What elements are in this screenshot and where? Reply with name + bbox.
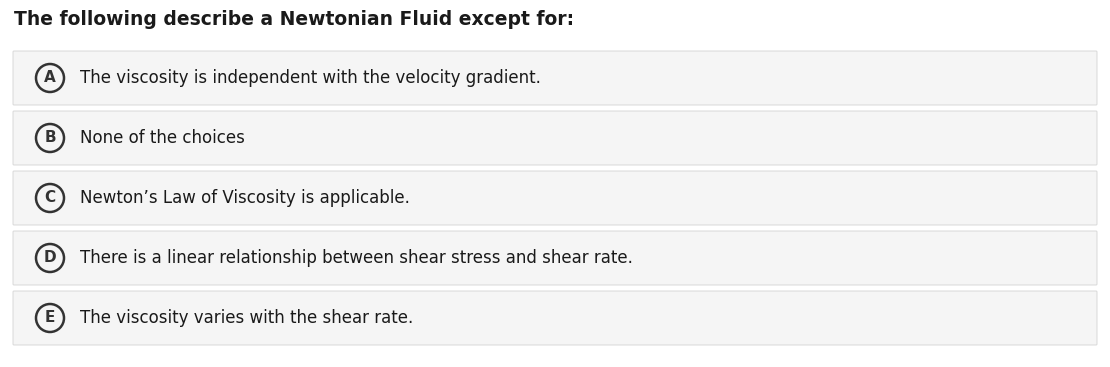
- Text: There is a linear relationship between shear stress and shear rate.: There is a linear relationship between s…: [80, 249, 633, 267]
- Text: D: D: [43, 251, 57, 265]
- Text: Newton’s Law of Viscosity is applicable.: Newton’s Law of Viscosity is applicable.: [80, 189, 410, 207]
- FancyBboxPatch shape: [13, 111, 1097, 165]
- Text: None of the choices: None of the choices: [80, 129, 245, 147]
- Text: B: B: [44, 131, 56, 145]
- FancyBboxPatch shape: [13, 231, 1097, 285]
- Text: C: C: [44, 190, 56, 206]
- Text: E: E: [44, 310, 56, 326]
- FancyBboxPatch shape: [13, 171, 1097, 225]
- FancyBboxPatch shape: [13, 51, 1097, 105]
- FancyBboxPatch shape: [13, 291, 1097, 345]
- Text: The viscosity is independent with the velocity gradient.: The viscosity is independent with the ve…: [80, 69, 541, 87]
- Text: The viscosity varies with the shear rate.: The viscosity varies with the shear rate…: [80, 309, 413, 327]
- Text: The following describe a Newtonian Fluid except for:: The following describe a Newtonian Fluid…: [14, 10, 574, 29]
- Text: A: A: [44, 70, 56, 86]
